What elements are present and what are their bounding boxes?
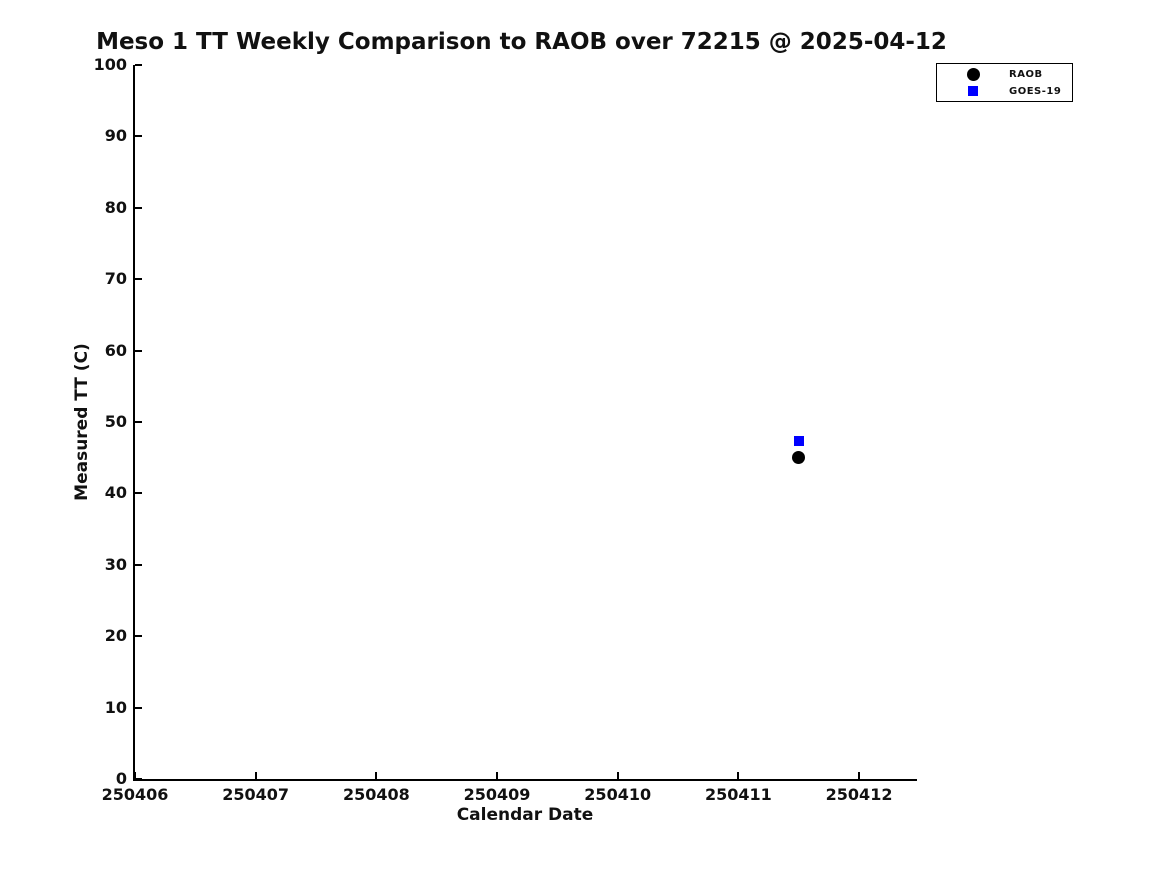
y-tick-label: 50 [104, 412, 127, 431]
y-tick-mark [135, 278, 142, 281]
x-tick-mark [616, 772, 619, 779]
x-tick-label: 250406 [101, 785, 169, 804]
y-tick-label: 0 [115, 769, 127, 788]
legend-entry-raob: RAOB [937, 66, 1072, 83]
chart-title: Meso 1 TT Weekly Comparison to RAOB over… [96, 29, 947, 55]
legend-label-raob: RAOB [1009, 68, 1043, 80]
x-tick-label: 250412 [825, 785, 893, 804]
y-tick-mark [135, 778, 142, 780]
x-tick-mark [375, 772, 378, 779]
y-tick-label: 30 [104, 554, 127, 574]
y-tick-label: 20 [104, 626, 127, 646]
y-tick-label: 80 [104, 197, 127, 217]
y-tick-label: 100 [93, 55, 127, 74]
y-tick-mark [135, 635, 142, 638]
y-tick-mark [135, 64, 142, 66]
x-tick-mark [858, 772, 861, 779]
y-tick-label: 90 [104, 126, 127, 146]
point-goes-19 [793, 436, 804, 447]
y-tick-mark [135, 492, 142, 495]
y-tick-mark [135, 206, 142, 209]
legend-symbol-cell [937, 67, 1009, 81]
y-tick-label: 70 [104, 269, 127, 289]
y-tick-mark [135, 706, 142, 709]
x-tick-label: 250410 [584, 785, 652, 804]
x-tick-label: 250409 [463, 785, 531, 804]
y-tick-mark [135, 563, 142, 566]
raob-circle-icon [966, 67, 980, 81]
point-raob [792, 451, 806, 465]
x-tick-mark [737, 772, 740, 779]
y-tick-label: 40 [104, 483, 127, 503]
y-tick-mark [135, 349, 142, 352]
x-tick-mark [254, 772, 257, 779]
x-tick-mark [496, 772, 499, 779]
x-axis-label: Calendar Date [456, 805, 594, 825]
x-tick-label: 250411 [704, 785, 772, 804]
x-tick-label: 250408 [342, 785, 410, 804]
x-tick-label: 250407 [222, 785, 290, 804]
plot-area: 250406 250407 250408 250409 250410 250411 2504… [94, 55, 917, 804]
x-tick-mark [134, 772, 136, 779]
legend: RAOB GOES-19 [936, 63, 1073, 102]
y-tick-mark [135, 421, 142, 423]
y-tick-mark [135, 135, 142, 138]
legend-entry-goes-19: GOES-19 [937, 83, 1072, 100]
goes-19-square-icon [968, 86, 978, 96]
y-tick-label: 10 [104, 697, 127, 717]
legend-symbol-cell [937, 86, 1009, 96]
y-tick-label: 60 [104, 340, 127, 360]
legend-label-goes-19: GOES-19 [1009, 85, 1062, 97]
